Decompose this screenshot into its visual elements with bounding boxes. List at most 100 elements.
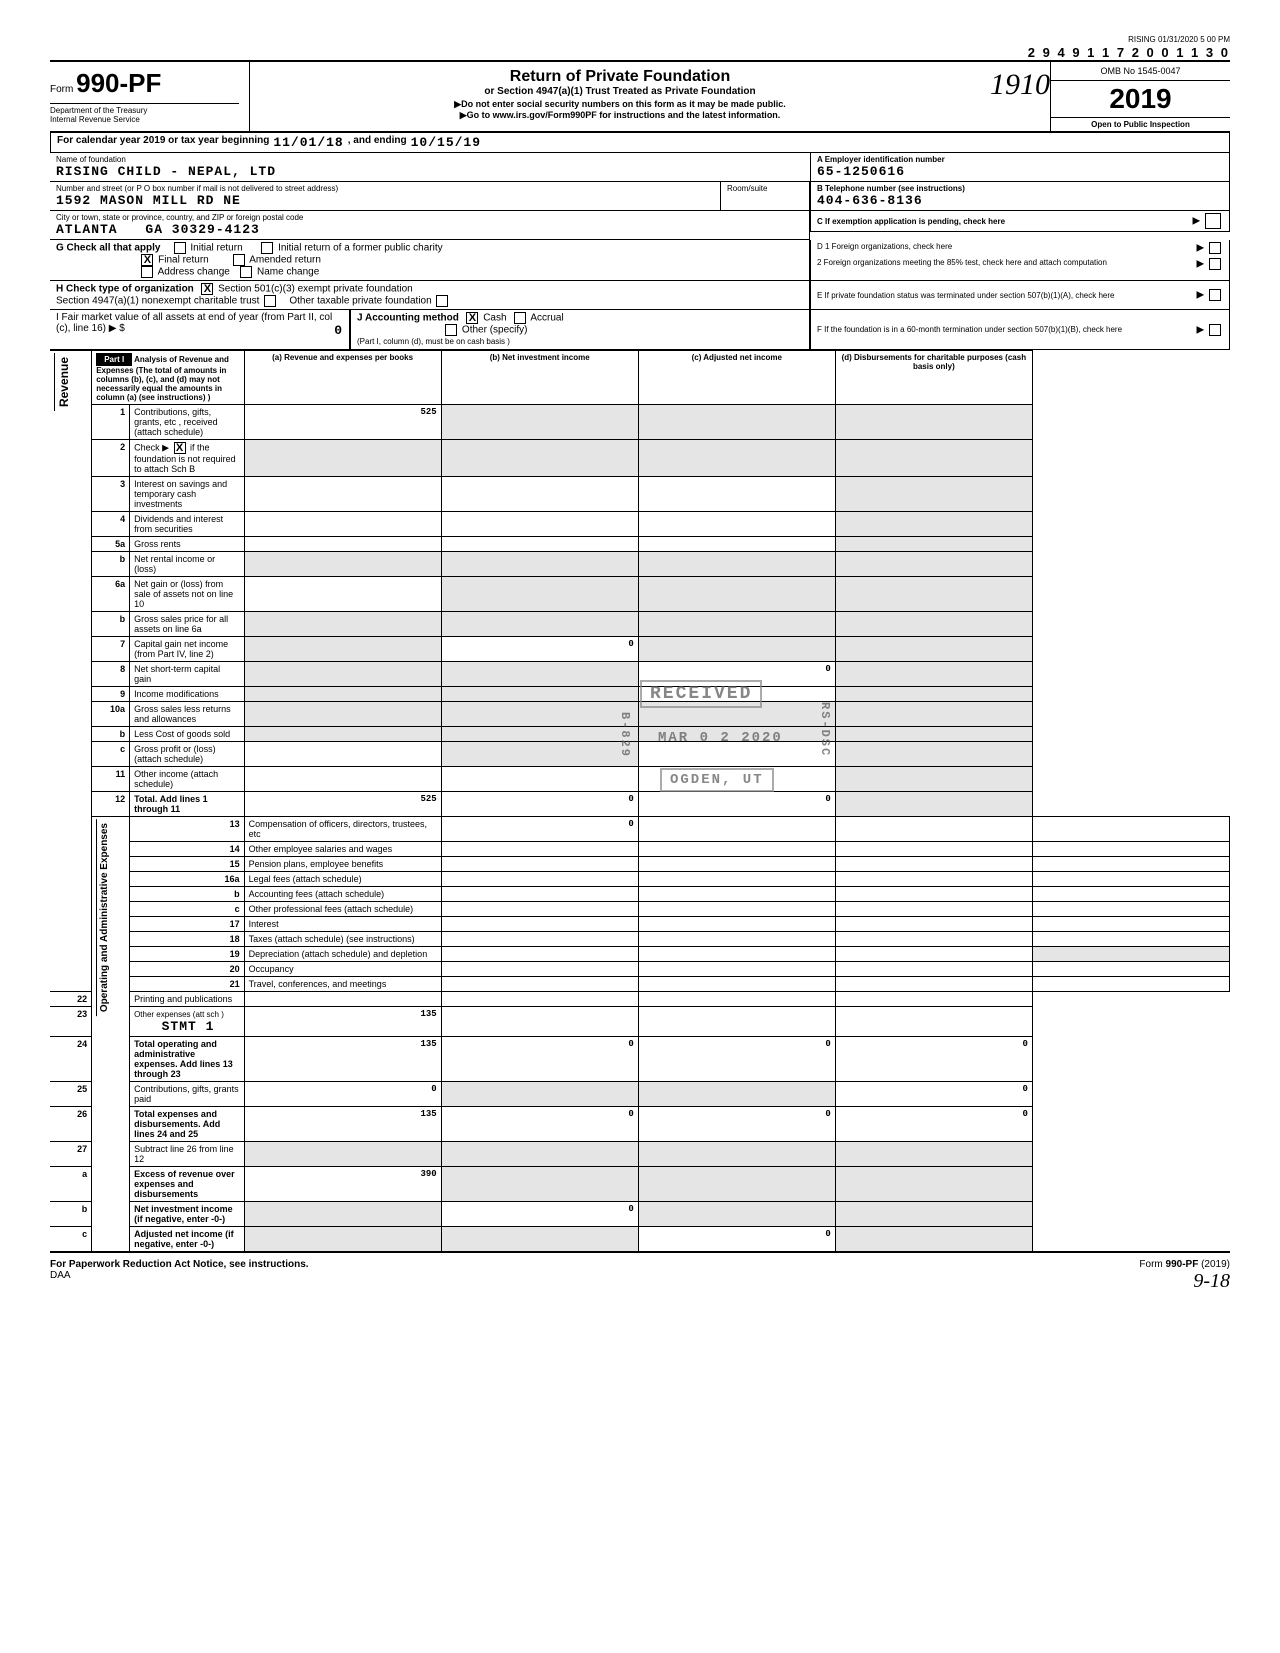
table-row: 15Pension plans, employee benefits [50, 857, 1230, 872]
initial-return-checkbox[interactable] [174, 242, 186, 254]
address-change-label: Address change [158, 267, 230, 278]
tax-year: 2019 [1050, 81, 1230, 117]
handwritten-footer: 9-18 [1193, 1270, 1230, 1292]
j-other-checkbox[interactable] [445, 324, 457, 336]
table-row: 6aNet gain or (loss) from sale of assets… [50, 577, 1230, 612]
tax-year-line: For calendar year 2019 or tax year begin… [50, 132, 1230, 153]
table-row: 27Subtract line 26 from line 12 [50, 1142, 1230, 1167]
revenue-side-label: Revenue [54, 353, 73, 411]
g-label: G Check all that apply [56, 243, 160, 254]
table-row: aExcess of revenue over expenses and dis… [50, 1167, 1230, 1202]
table-row: 12Total. Add lines 1 through 1152500 [50, 792, 1230, 817]
j-note: (Part I, column (d), must be on cash bas… [357, 337, 510, 346]
h-label: H Check type of organization [56, 284, 194, 295]
form-title: Return of Private Foundation [260, 68, 980, 86]
table-row: 2Check ▶ X if the foundation is not requ… [50, 440, 1230, 477]
form-goto: ▶Go to www.irs.gov/Form990PF for instruc… [260, 110, 980, 121]
table-row: 22Printing and publications [50, 992, 1230, 1007]
h-501c3-label: Section 501(c)(3) exempt private foundat… [218, 284, 413, 295]
rsdsc-stamp: RS-DSC [810, 700, 840, 759]
j-cash-label: Cash [483, 313, 506, 324]
foundation-address: 1592 MASON MILL RD NE [56, 193, 714, 208]
received-stamp: RECEIVED [640, 680, 762, 708]
phone-label: B Telephone number (see instructions) [817, 184, 1223, 193]
j-cash-checkbox[interactable]: X [466, 312, 478, 324]
ein-label: A Employer identification number [817, 155, 1223, 164]
final-return-checkbox[interactable]: X [141, 254, 153, 266]
dept-line2: Internal Revenue Service [50, 115, 239, 124]
h-501c3-checkbox[interactable]: X [201, 283, 213, 295]
paperwork-notice: For Paperwork Reduction Act Notice, see … [50, 1259, 309, 1270]
part1-table: Revenue Part I Analysis of Revenue and E… [50, 350, 1230, 1253]
j-other-label: Other (specify) [462, 325, 528, 336]
h-other-checkbox[interactable] [436, 295, 448, 307]
form-number: 990-PF [76, 68, 161, 98]
table-row: cAdjusted net income (if negative, enter… [50, 1227, 1230, 1253]
d2-label: 2 Foreign organizations meeting the 85% … [817, 258, 1107, 270]
table-row: 25Contributions, gifts, grants paid00 [50, 1082, 1230, 1107]
address-change-checkbox[interactable] [141, 266, 153, 278]
form-footer-label: Form 990-PF (2019) [1139, 1259, 1230, 1270]
table-row: bAccounting fees (attach schedule) [50, 887, 1230, 902]
table-row: 1Contributions, gifts, grants, etc , rec… [50, 405, 1230, 440]
table-row: cOther professional fees (attach schedul… [50, 902, 1230, 917]
j-accrual-checkbox[interactable] [514, 312, 526, 324]
table-row: 19Depreciation (attach schedule) and dep… [50, 947, 1230, 962]
table-row: 18Taxes (attach schedule) (see instructi… [50, 932, 1230, 947]
top-barcode-number: RISING 01/31/2020 5 00 PM 2 9 4 9 1 1 7 … [50, 30, 1230, 60]
name-change-label: Name change [257, 267, 319, 278]
table-row: 23Other expenses (att sch ) STMT 1135 [50, 1007, 1230, 1037]
f-label: F If the foundation is in a 60-month ter… [817, 325, 1122, 334]
j-label: J Accounting method [357, 313, 459, 324]
d1-label: D 1 Foreign organizations, check here [817, 242, 952, 254]
h-other-label: Other taxable private foundation [289, 296, 431, 307]
ein-value: 65-1250616 [817, 164, 1223, 179]
sch-b-checkbox[interactable]: X [174, 442, 186, 454]
phone-value: 404-636-8136 [817, 193, 1223, 208]
e-label: E If private foundation status was termi… [817, 291, 1114, 300]
h-4947-checkbox[interactable] [264, 295, 276, 307]
exemption-pending-checkbox[interactable] [1205, 213, 1221, 229]
table-row: 14Other employee salaries and wages [50, 842, 1230, 857]
table-row: 11Other income (attach schedule) [50, 767, 1230, 792]
h-4947-label: Section 4947(a)(1) nonexempt charitable … [56, 296, 259, 307]
form-warning: ▶Do not enter social security numbers on… [260, 99, 980, 110]
i-label: I Fair market value of all assets at end… [56, 312, 332, 334]
foundation-statezip: GA 30329-4123 [145, 222, 259, 237]
table-row: 17Interest [50, 917, 1230, 932]
d2-checkbox[interactable] [1209, 258, 1221, 270]
f-checkbox[interactable] [1209, 324, 1221, 336]
open-to-inspection: Open to Public Inspection [1050, 117, 1230, 131]
amended-return-label: Amended return [249, 255, 321, 266]
dept-line1: Department of the Treasury [50, 106, 239, 115]
handwritten-year: 1910 [990, 68, 1050, 101]
initial-return-former-checkbox[interactable] [261, 242, 273, 254]
table-row: 21Travel, conferences, and meetings [50, 977, 1230, 992]
form-prefix: Form [50, 84, 73, 95]
opadmin-side-label: Operating and Administrative Expenses [96, 819, 112, 1016]
j-accrual-label: Accrual [530, 313, 563, 324]
daa-label: DAA [50, 1270, 71, 1281]
col-b-header: (b) Net investment income [441, 351, 638, 405]
amended-return-checkbox[interactable] [233, 254, 245, 266]
e-checkbox[interactable] [1209, 289, 1221, 301]
addr-label: Number and street (or P O box number if … [56, 184, 714, 193]
form-subtitle: or Section 4947(a)(1) Trust Treated as P… [260, 86, 980, 97]
d1-checkbox[interactable] [1209, 242, 1221, 254]
table-row: 26Total expenses and disbursements. Add … [50, 1107, 1230, 1142]
col-c-header: (c) Adjusted net income [638, 351, 835, 405]
name-change-checkbox[interactable] [240, 266, 252, 278]
name-label: Name of foundation [56, 155, 804, 164]
initial-return-label: Initial return [190, 243, 242, 254]
table-row: 20Occupancy [50, 962, 1230, 977]
col-a-header: (a) Revenue and expenses per books [244, 351, 441, 405]
final-return-label: Final return [158, 255, 209, 266]
table-row: 16aLegal fees (attach schedule) [50, 872, 1230, 887]
form-header: Form 990-PF Department of the Treasury I… [50, 60, 1230, 132]
i-value: 0 [334, 323, 343, 338]
table-row: 7Capital gain net income (from Part IV, … [50, 637, 1230, 662]
mar-date-stamp: MAR 0 2 2020 [650, 728, 791, 748]
b829-stamp: B-829 [610, 710, 640, 760]
foundation-city: ATLANTA [56, 222, 118, 237]
ogden-stamp: OGDEN, UT [660, 768, 774, 792]
